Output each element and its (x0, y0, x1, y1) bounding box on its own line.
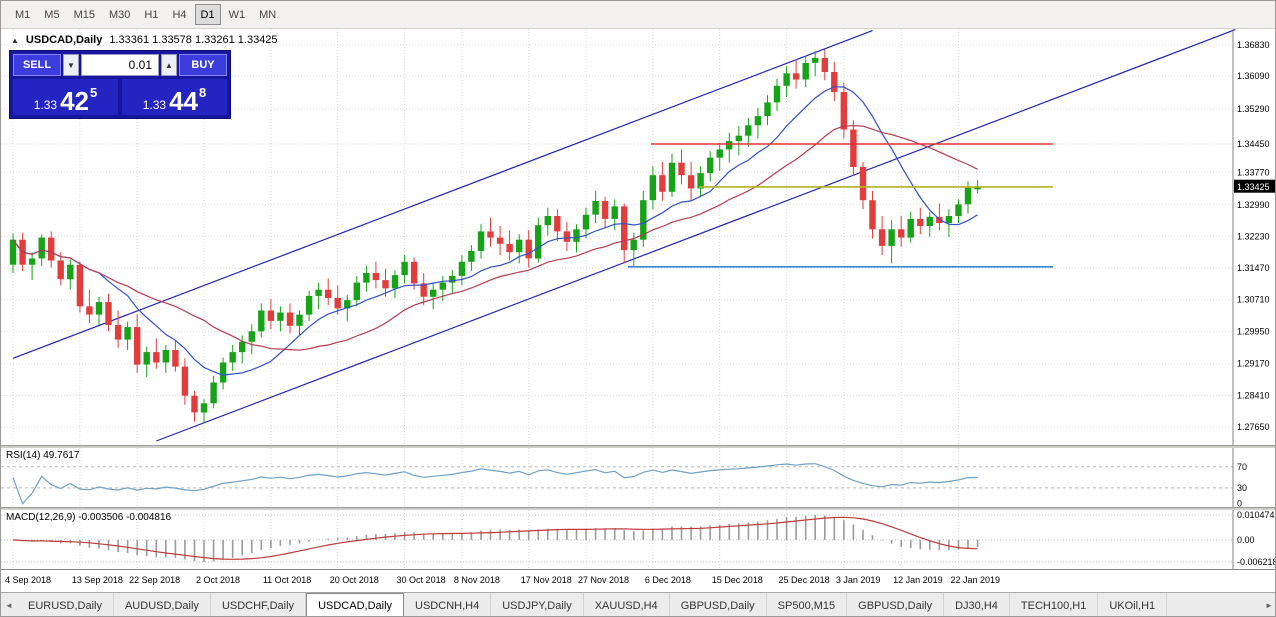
chart-tab-usdcad-3[interactable]: USDCAD,Daily (306, 593, 405, 616)
date-axis-label: 8 Nov 2018 (453, 575, 500, 585)
timeframe-button-d1[interactable]: D1 (194, 4, 221, 25)
svg-text:1.35290: 1.35290 (1237, 104, 1270, 114)
date-axis-label: 6 Dec 2018 (644, 575, 691, 585)
chart-tab-usdchf-2[interactable]: USDCHF,Daily (211, 593, 307, 616)
timeframe-button-h1[interactable]: H1 (144, 8, 159, 21)
svg-text:1.27650: 1.27650 (1237, 422, 1270, 432)
rsi-chart[interactable]: 70 30 0 (1, 448, 1276, 507)
date-axis-label: 20 Oct 2018 (329, 575, 379, 585)
date-axis-label: 22 Jan 2019 (950, 575, 1000, 585)
lot-size-input[interactable]: 0.01 (81, 54, 159, 76)
chart-ohlc-values: 1.33361 1.33578 1.33261 1.33425 (109, 34, 278, 46)
sell-price-point: 5 (90, 85, 98, 100)
date-axis-label: 2 Oct 2018 (196, 575, 241, 585)
svg-text:0.010474: 0.010474 (1237, 510, 1275, 520)
buy-price-pips: 44 (169, 85, 199, 116)
sell-price-button[interactable]: 1.33 42 5 (13, 79, 118, 115)
chart-tab-usdjpy-5[interactable]: USDJPY,Daily (491, 593, 584, 616)
macd-chart[interactable]: 0.010474 0.00 -0.006218 (1, 510, 1276, 569)
svg-text:1.34450: 1.34450 (1237, 139, 1270, 149)
svg-text:0.00: 0.00 (1237, 535, 1255, 545)
date-axis-label: 25 Dec 2018 (778, 575, 830, 585)
svg-text:1.30710: 1.30710 (1237, 295, 1270, 305)
chart-title: ▲ USDCAD,Daily 1.33361 1.33578 1.33261 1… (11, 34, 278, 46)
chart-tab-gbpusd-9[interactable]: GBPUSD,Daily (847, 593, 945, 616)
chart-tab-audusd-1[interactable]: AUDUSD,Daily (114, 593, 211, 616)
svg-text:30: 30 (1237, 483, 1247, 493)
svg-text:1.29950: 1.29950 (1237, 326, 1270, 336)
sell-button[interactable]: SELL (13, 54, 61, 76)
chart-tabs: EURUSD,Daily AUDUSD,Daily USDCHF,Daily USDC… (17, 593, 1261, 616)
buy-button[interactable]: BUY (179, 54, 227, 76)
rsi-label: RSI(14) 49.7617 (6, 450, 80, 461)
tabs-scroll-left-icon[interactable]: ◄ (5, 601, 13, 610)
date-axis-label: 3 Jan 2019 (835, 575, 881, 585)
buy-price-button[interactable]: 1.33 44 8 (122, 79, 227, 115)
chart-tab-usdcnh-4[interactable]: USDCNH,H4 (404, 593, 492, 616)
date-axis-label: 27 Nov 2018 (578, 575, 630, 585)
main-chart-panel[interactable]: 1.36830 1.36090 1.35290 1.34450 1.33770 1.329… (1, 29, 1275, 445)
macd-label: MACD(12,26,9) -0.003506 -0.004816 (6, 512, 172, 523)
lot-decrease-button[interactable]: ▼ (63, 54, 79, 76)
macd-panel[interactable]: 0.010474 0.00 -0.006218 MACD(12,26,9) -0.0… (1, 510, 1276, 569)
svg-text:1.33770: 1.33770 (1237, 167, 1270, 177)
timeframe-button-h4[interactable]: H4 (172, 8, 187, 21)
date-axis-label: 11 Oct 2018 (262, 575, 312, 585)
one-click-collapse-icon[interactable]: ▲ (11, 35, 19, 45)
svg-text:0: 0 (1237, 499, 1242, 507)
chart-tab-gbpusd-7[interactable]: GBPUSD,Daily (670, 593, 767, 616)
date-axis-label: 4 Sep 2018 (5, 575, 52, 585)
tab-bar: ◄ EURUSD,Daily AUDUSD,Daily USDCHF,Daily US… (1, 592, 1275, 616)
chart-tab-xauusd-6[interactable]: XAUUSD,H4 (584, 593, 670, 616)
sell-price-head: 1.33 (33, 97, 58, 112)
date-axis-label: 22 Sep 2018 (129, 575, 181, 585)
svg-text:1.32990: 1.32990 (1237, 200, 1270, 210)
timeframe-button-m1[interactable]: M1 (15, 8, 31, 21)
chart-symbol: USDCAD,Daily (25, 34, 103, 46)
sell-price-pips: 42 (60, 85, 90, 116)
lot-increase-button[interactable]: ▲ (161, 54, 177, 76)
svg-text:70: 70 (1237, 462, 1247, 472)
svg-text:1.36830: 1.36830 (1237, 40, 1270, 50)
chart-tab-ukoil-12[interactable]: UKOil,H1 (1098, 593, 1168, 616)
timeframe-button-mn[interactable]: MN (259, 8, 277, 21)
date-axis-label: 13 Sep 2018 (71, 575, 123, 585)
svg-text:1.36090: 1.36090 (1237, 71, 1270, 81)
date-axis-label: 30 Oct 2018 (396, 575, 446, 585)
date-axis-label: 15 Dec 2018 (711, 575, 763, 585)
buy-price-head: 1.33 (142, 97, 167, 112)
rsi-panel[interactable]: 70 30 0 RSI(14) 49.7617 (1, 448, 1276, 507)
timeframe-button-m15[interactable]: M15 (73, 8, 95, 21)
date-axis-label: 17 Nov 2018 (520, 575, 572, 585)
svg-text:-0.006218: -0.006218 (1237, 557, 1276, 567)
tabs-scroll-right-icon[interactable]: ► (1265, 601, 1273, 610)
chart-tab-tech100-11[interactable]: TECH100,H1 (1010, 593, 1099, 616)
timeframe-button-m30[interactable]: M30 (108, 8, 131, 21)
buy-price-point: 8 (199, 85, 207, 100)
panel-splitter[interactable] (1, 507, 1275, 510)
svg-text:1.33425: 1.33425 (1237, 182, 1270, 192)
chart-tab-eurusd-0[interactable]: EURUSD,Daily (17, 593, 114, 616)
timeframe-button-m5[interactable]: M5 (44, 8, 60, 21)
timeframe-button-w1[interactable]: W1 (228, 8, 246, 21)
date-axis-label: 12 Jan 2019 (893, 575, 943, 585)
svg-text:1.31470: 1.31470 (1237, 263, 1270, 273)
svg-text:1.28410: 1.28410 (1237, 390, 1270, 400)
panel-splitter[interactable] (1, 445, 1275, 448)
timeframe-toolbar: M1 M5 M15 M30 H1 H4 D1 W1 MN (1, 1, 1275, 29)
chart-tab-dj30-10[interactable]: DJ30,H4 (944, 593, 1010, 616)
svg-text:1.29170: 1.29170 (1237, 359, 1270, 369)
chart-tab-sp500-8[interactable]: SP500,M15 (767, 593, 848, 616)
svg-text:1.32230: 1.32230 (1237, 231, 1270, 241)
one-click-trading-panel: SELL ▼ 0.01 ▲ BUY 1.33 42 5 1.33 44 8 (9, 50, 231, 119)
date-axis: 4 Sep 2018 13 Sep 2018 22 Sep 2018 2 Oct 20… (1, 569, 1275, 592)
